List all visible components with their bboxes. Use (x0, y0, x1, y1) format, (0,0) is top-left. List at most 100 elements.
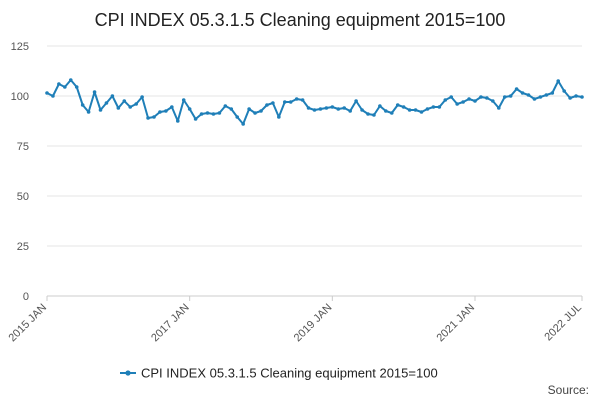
data-point[interactable] (217, 111, 222, 115)
data-point[interactable] (235, 115, 240, 119)
data-point[interactable] (538, 95, 543, 99)
data-point[interactable] (520, 91, 525, 95)
data-point[interactable] (502, 95, 507, 99)
data-point[interactable] (508, 94, 513, 98)
data-point[interactable] (395, 103, 400, 107)
data-point[interactable] (366, 112, 370, 116)
data-point[interactable] (568, 96, 572, 100)
data-point[interactable] (312, 108, 317, 112)
data-point[interactable] (92, 90, 97, 94)
data-point[interactable] (98, 108, 103, 112)
data-point[interactable] (556, 79, 561, 83)
data-point[interactable] (479, 95, 483, 99)
data-point[interactable] (514, 87, 519, 91)
data-point[interactable] (324, 106, 329, 110)
data-point[interactable] (467, 97, 471, 101)
data-point[interactable] (413, 108, 418, 112)
data-point[interactable] (443, 98, 448, 102)
data-point[interactable] (455, 102, 459, 106)
series-cpi-cleaning-equipment[interactable] (45, 78, 584, 126)
series-line[interactable] (46, 79, 583, 125)
data-point[interactable] (485, 96, 489, 100)
data-point[interactable] (146, 116, 150, 120)
data-point[interactable] (300, 98, 305, 102)
data-point[interactable] (116, 106, 121, 110)
data-point[interactable] (175, 119, 180, 123)
data-point[interactable] (401, 105, 406, 109)
data-point[interactable] (57, 82, 61, 86)
data-point[interactable] (80, 103, 85, 107)
data-point[interactable] (473, 99, 477, 103)
data-point[interactable] (181, 98, 186, 102)
data-point[interactable] (164, 109, 168, 113)
data-point[interactable] (532, 97, 537, 101)
data-point[interactable] (491, 99, 495, 103)
data-point[interactable] (128, 105, 133, 109)
data-point[interactable] (342, 106, 347, 110)
data-point[interactable] (431, 105, 436, 109)
data-point[interactable] (229, 107, 234, 111)
data-point[interactable] (193, 117, 198, 121)
data-point[interactable] (580, 95, 584, 99)
y-tick-label-25: 25 (17, 241, 29, 253)
data-point[interactable] (306, 106, 311, 110)
data-point[interactable] (63, 85, 67, 89)
data-point[interactable] (574, 94, 578, 98)
data-point[interactable] (51, 94, 55, 98)
data-point[interactable] (425, 107, 430, 111)
data-point[interactable] (330, 105, 335, 109)
data-point[interactable] (294, 97, 299, 101)
y-tick-label-50: 50 (17, 191, 29, 203)
data-point[interactable] (526, 93, 531, 97)
data-point[interactable] (205, 111, 210, 115)
data-point[interactable] (259, 109, 263, 113)
data-point[interactable] (282, 100, 287, 104)
data-point[interactable] (449, 95, 454, 99)
data-point[interactable] (271, 101, 275, 105)
data-point[interactable] (360, 108, 364, 112)
data-point[interactable] (134, 102, 138, 106)
data-point[interactable] (288, 100, 293, 104)
data-point[interactable] (384, 109, 388, 113)
data-point[interactable] (389, 111, 394, 115)
data-point[interactable] (318, 107, 323, 111)
data-point[interactable] (223, 104, 228, 108)
data-point[interactable] (419, 110, 424, 114)
data-point[interactable] (241, 122, 245, 126)
x-tick-label-2022-jul: 2022 JUL (542, 302, 584, 344)
data-point[interactable] (348, 109, 352, 113)
data-point[interactable] (74, 85, 79, 89)
data-point[interactable] (110, 94, 115, 98)
data-point[interactable] (170, 105, 174, 109)
data-point[interactable] (550, 91, 555, 95)
data-point[interactable] (152, 115, 156, 119)
data-point[interactable] (45, 91, 49, 95)
data-point[interactable] (277, 115, 281, 119)
legend[interactable]: CPI INDEX 05.3.1.5 Cleaning equipment 20… (120, 366, 438, 381)
data-point[interactable] (122, 99, 127, 103)
legend-label: CPI INDEX 05.3.1.5 Cleaning equipment 20… (141, 366, 438, 381)
axes (46, 295, 583, 301)
data-point[interactable] (378, 104, 382, 108)
data-point[interactable] (562, 89, 566, 93)
data-point[interactable] (372, 113, 376, 117)
data-point[interactable] (461, 100, 465, 104)
data-point[interactable] (496, 106, 501, 110)
data-point[interactable] (437, 105, 442, 109)
data-point[interactable] (247, 107, 251, 111)
data-point[interactable] (187, 107, 192, 111)
chart-title: CPI INDEX 05.3.1.5 Cleaning equipment 20… (95, 10, 506, 30)
data-point[interactable] (211, 112, 216, 116)
data-point[interactable] (104, 101, 109, 105)
data-point[interactable] (68, 78, 73, 82)
data-point[interactable] (265, 103, 269, 107)
data-point[interactable] (336, 107, 341, 111)
data-point[interactable] (158, 110, 162, 114)
data-point[interactable] (199, 112, 204, 116)
data-point[interactable] (140, 95, 144, 99)
data-point[interactable] (407, 108, 412, 112)
data-point[interactable] (253, 111, 257, 115)
data-point[interactable] (354, 99, 358, 103)
data-point[interactable] (86, 110, 91, 114)
data-point[interactable] (544, 93, 549, 97)
